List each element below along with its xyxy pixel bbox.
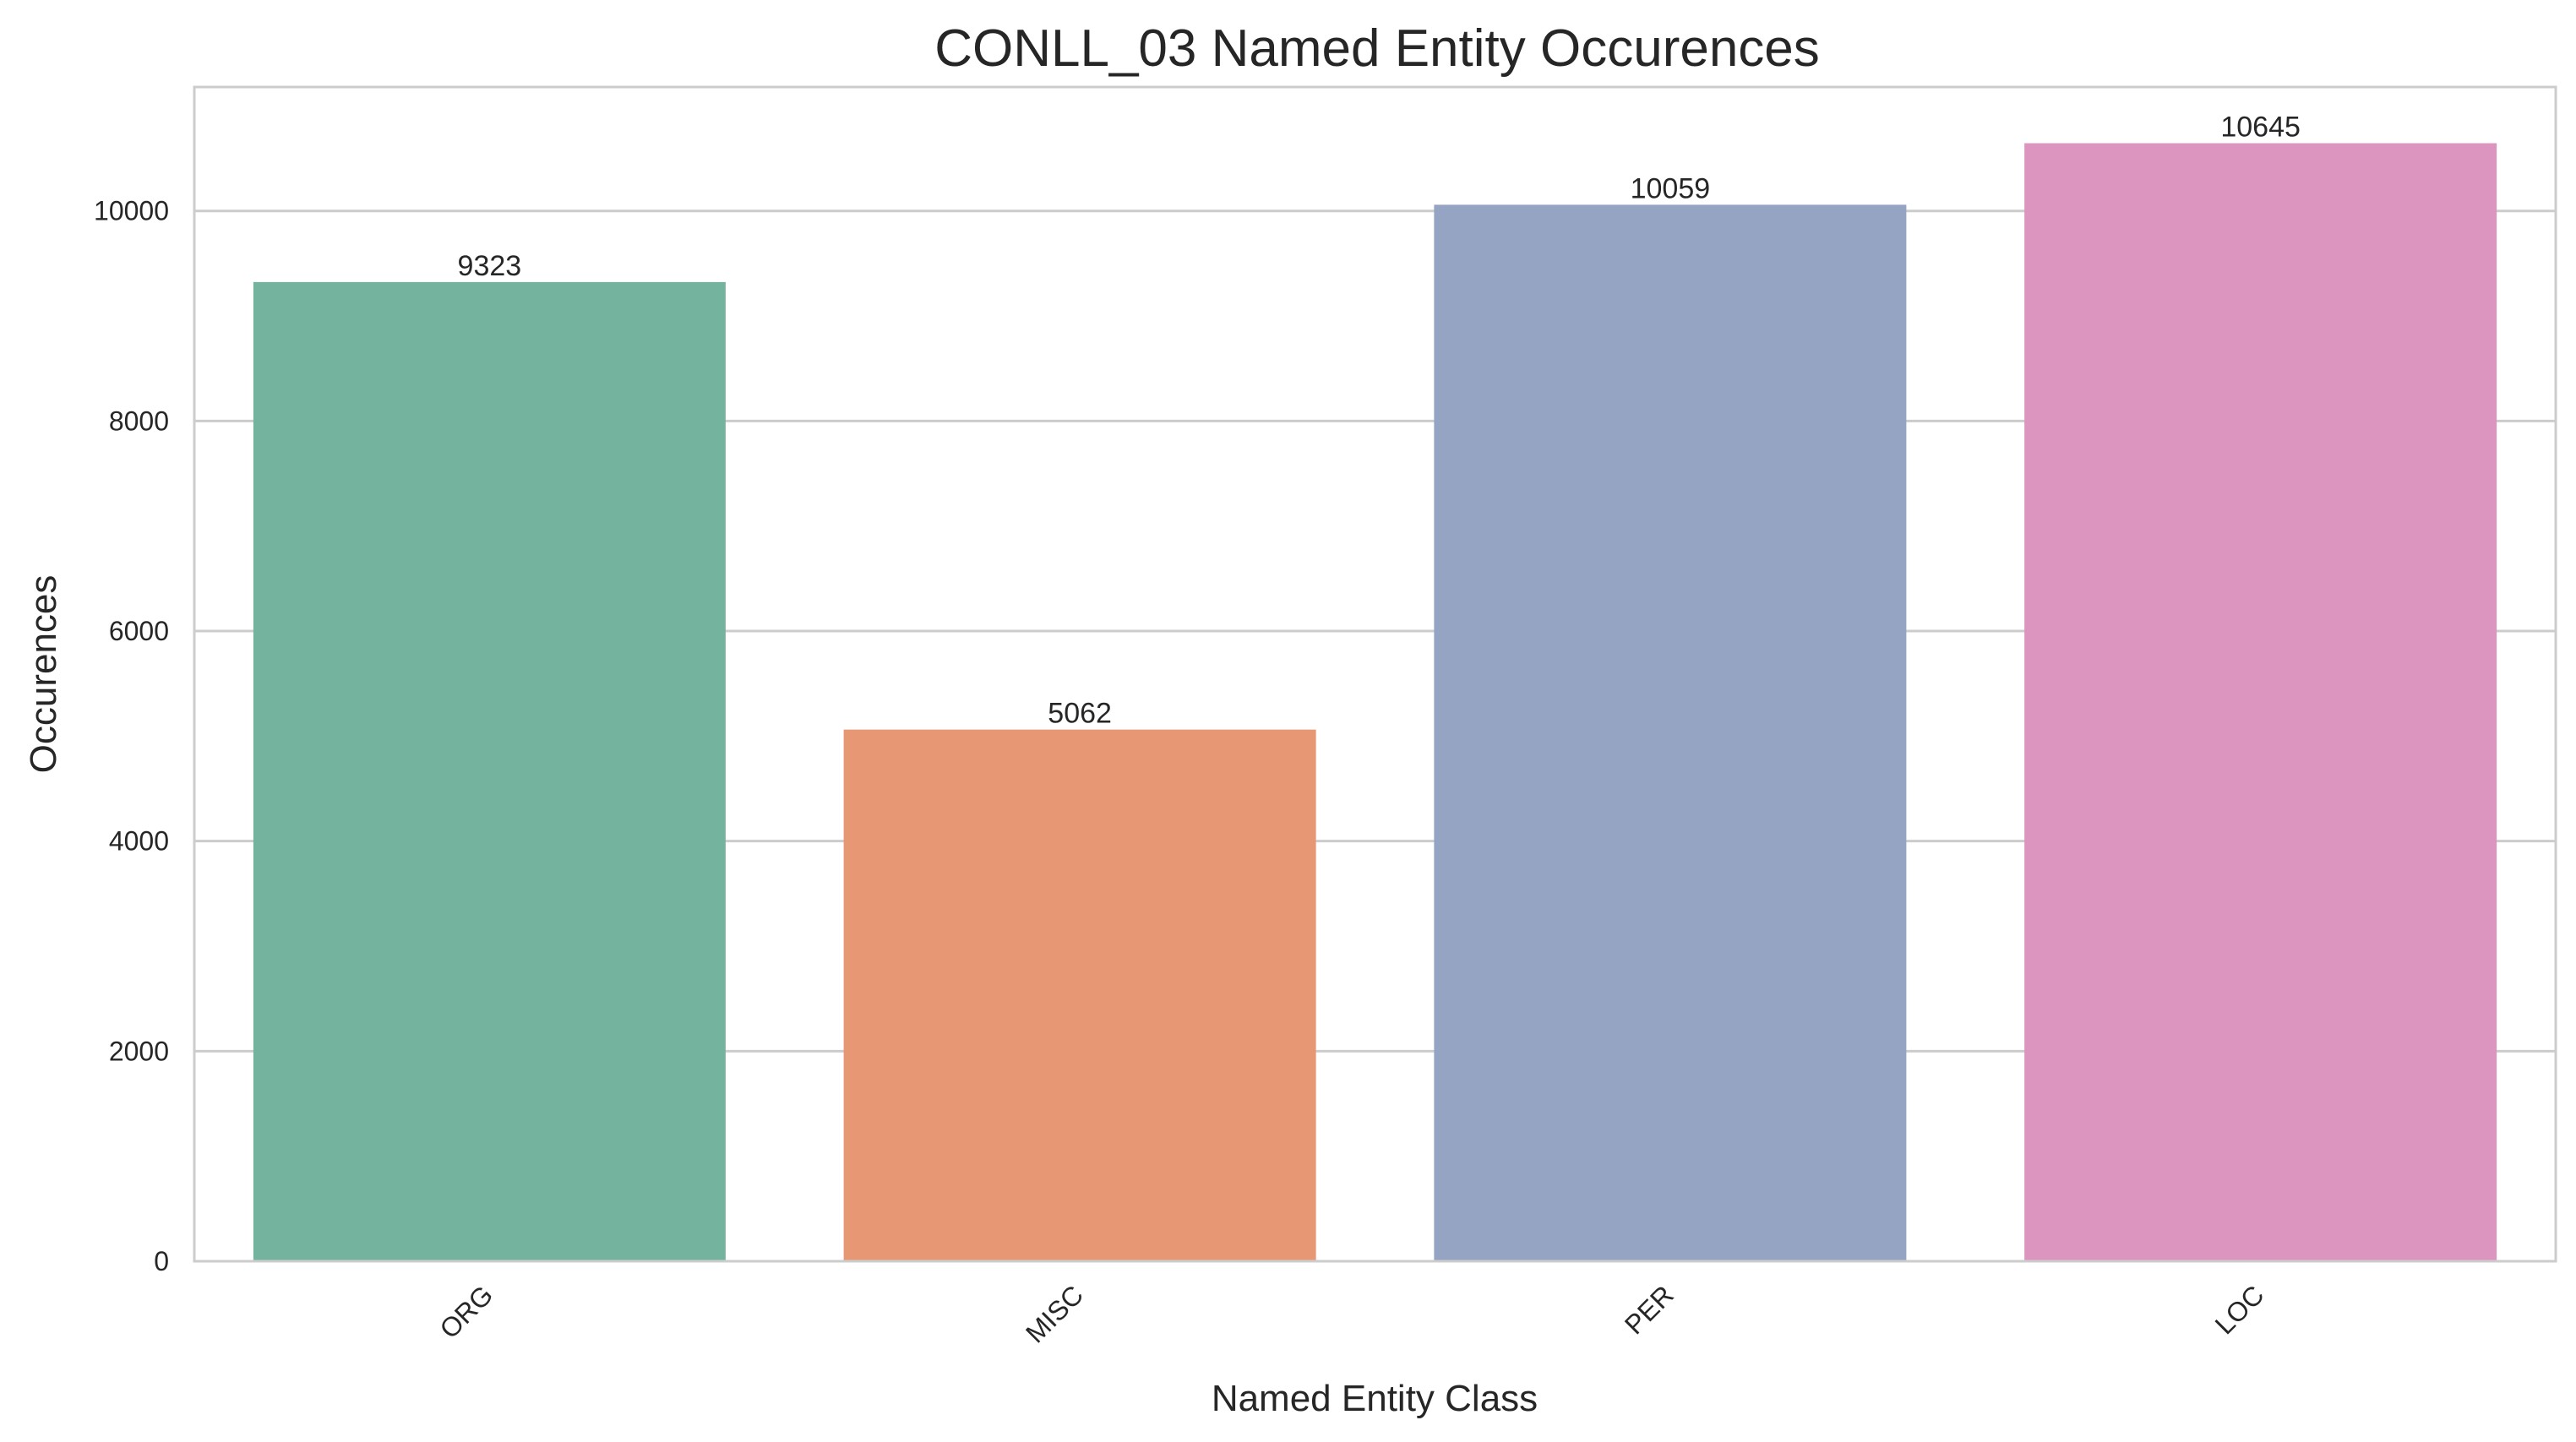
x-axis-label: Named Entity Class [1212, 1378, 1538, 1419]
bars [253, 143, 2497, 1261]
chart-title: CONLL_03 Named Entity Occurences [934, 19, 1820, 78]
data-label: 10645 [2220, 112, 2301, 144]
data-label: 9323 [458, 250, 522, 282]
y-tick-label: 6000 [109, 616, 169, 646]
y-tick-label: 2000 [109, 1036, 169, 1066]
data-label: 10059 [1631, 172, 1711, 204]
data-label: 5062 [1048, 698, 1112, 730]
bar-loc [2024, 143, 2497, 1261]
plot-frame [193, 85, 2557, 1263]
bar-org [253, 281, 726, 1261]
bar-misc [843, 729, 1316, 1261]
y-tick-labels: 0 2000 4000 6000 8000 10000 [94, 196, 169, 1276]
y-tick-label: 0 [154, 1246, 169, 1276]
y-tick-label: 10000 [94, 196, 169, 226]
y-tick-label: 8000 [109, 405, 169, 436]
y-axis-label: Occurences [23, 575, 64, 774]
data-labels: 9323 5062 10059 10645 [458, 112, 2301, 730]
y-tick-label: 4000 [109, 826, 169, 857]
bar-per [1434, 204, 1907, 1261]
